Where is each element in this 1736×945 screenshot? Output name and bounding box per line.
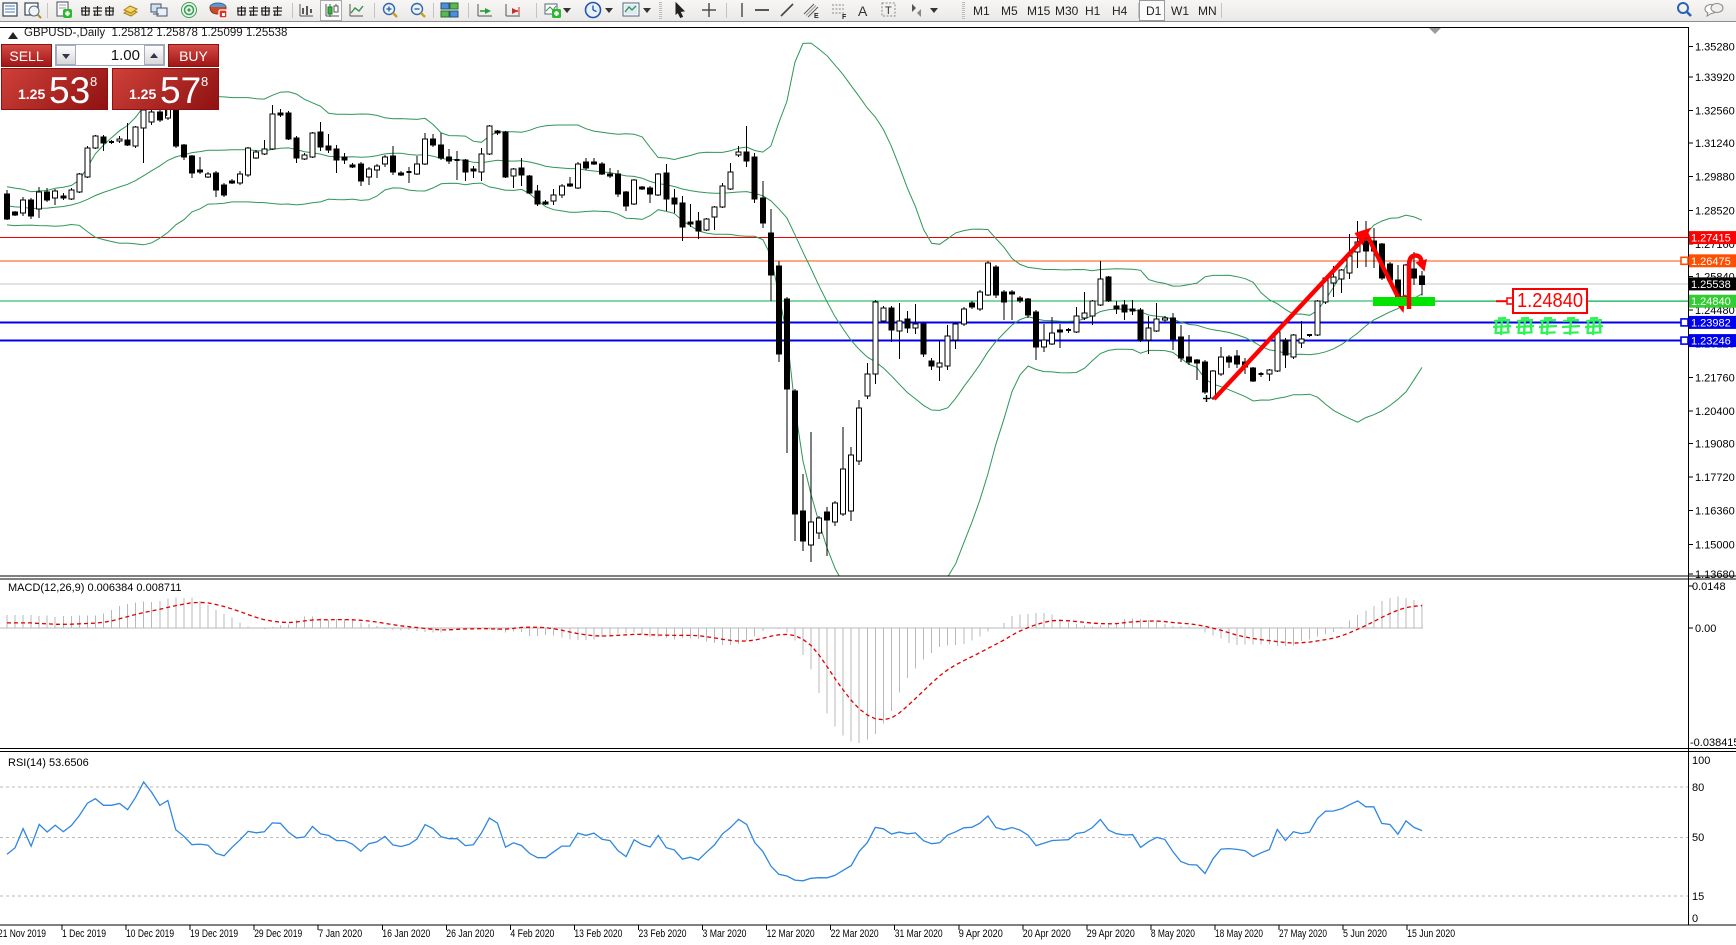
svg-text:1.17720: 1.17720 bbox=[1695, 472, 1735, 484]
svg-text:1.23982: 1.23982 bbox=[1691, 317, 1731, 329]
svg-text:26 Jan 2020: 26 Jan 2020 bbox=[446, 928, 494, 940]
svg-text:21 Nov 2019: 21 Nov 2019 bbox=[0, 928, 46, 940]
svg-text:T: T bbox=[885, 5, 892, 17]
svg-text:50: 50 bbox=[1692, 832, 1704, 844]
svg-text:1.29880: 1.29880 bbox=[1695, 172, 1735, 184]
svg-text:80: 80 bbox=[1692, 782, 1704, 794]
svg-text:29 Dec 2019: 29 Dec 2019 bbox=[254, 928, 302, 940]
svg-text:22 Mar 2020: 22 Mar 2020 bbox=[831, 928, 879, 940]
svg-text:15: 15 bbox=[1692, 891, 1704, 903]
svg-text:1.13680: 1.13680 bbox=[1695, 569, 1735, 581]
svg-text:12 Mar 2020: 12 Mar 2020 bbox=[767, 928, 815, 940]
svg-text:1.15000: 1.15000 bbox=[1695, 539, 1735, 551]
svg-text:T: T bbox=[163, 105, 171, 119]
svg-text:F: F bbox=[842, 14, 847, 21]
svg-text:1.32560: 1.32560 bbox=[1695, 106, 1735, 118]
svg-text:1.23246: 1.23246 bbox=[1691, 336, 1731, 348]
svg-text:18 May 2020: 18 May 2020 bbox=[1215, 928, 1263, 940]
svg-text:1.21760: 1.21760 bbox=[1695, 372, 1735, 384]
svg-text:0: 0 bbox=[1692, 913, 1698, 925]
svg-text:10 Dec 2019: 10 Dec 2019 bbox=[126, 928, 174, 940]
svg-text:1.16360: 1.16360 bbox=[1695, 506, 1735, 518]
svg-text:-0.038415: -0.038415 bbox=[1690, 737, 1736, 749]
svg-text:1 Dec 2019: 1 Dec 2019 bbox=[62, 928, 106, 940]
svg-text:1.24480: 1.24480 bbox=[1695, 305, 1735, 317]
svg-text:20 Apr 2020: 20 Apr 2020 bbox=[1023, 928, 1071, 940]
svg-text:19 Dec 2019: 19 Dec 2019 bbox=[190, 928, 238, 940]
svg-text:27 May 2020: 27 May 2020 bbox=[1279, 928, 1327, 940]
svg-text:1.31240: 1.31240 bbox=[1695, 138, 1735, 150]
svg-text:1.25538: 1.25538 bbox=[1691, 279, 1731, 291]
svg-text:7 Jan 2020: 7 Jan 2020 bbox=[318, 928, 362, 940]
svg-text:1.19080: 1.19080 bbox=[1695, 439, 1735, 451]
svg-text:1.24840: 1.24840 bbox=[1691, 296, 1731, 308]
svg-text:0.00: 0.00 bbox=[1695, 623, 1716, 635]
svg-text:15 Jun 2020: 15 Jun 2020 bbox=[1407, 928, 1455, 940]
svg-text:E: E bbox=[814, 13, 819, 20]
svg-text:8 May 2020: 8 May 2020 bbox=[1151, 928, 1195, 940]
svg-text:29 Apr 2020: 29 Apr 2020 bbox=[1087, 928, 1135, 940]
svg-text:13 Feb 2020: 13 Feb 2020 bbox=[574, 928, 622, 940]
svg-text:0.0148: 0.0148 bbox=[1692, 581, 1726, 593]
svg-text:4 Feb 2020: 4 Feb 2020 bbox=[510, 928, 554, 940]
svg-text:31 Mar 2020: 31 Mar 2020 bbox=[895, 928, 943, 940]
svg-text:3 Mar 2020: 3 Mar 2020 bbox=[703, 928, 747, 940]
svg-text:9 Apr 2020: 9 Apr 2020 bbox=[959, 928, 1003, 940]
svg-text:1.24840: 1.24840 bbox=[1517, 290, 1583, 312]
svg-text:16 Jan 2020: 16 Jan 2020 bbox=[382, 928, 430, 940]
svg-text:1.33920: 1.33920 bbox=[1695, 72, 1735, 84]
svg-text:1.35280: 1.35280 bbox=[1695, 42, 1735, 54]
svg-text:1.20400: 1.20400 bbox=[1695, 406, 1735, 418]
svg-text:100: 100 bbox=[1692, 755, 1710, 767]
svg-text:1.26475: 1.26475 bbox=[1691, 256, 1731, 268]
svg-text:MACD(12,26,9) 0.006384 0.00871: MACD(12,26,9) 0.006384 0.008711 bbox=[8, 582, 181, 594]
svg-text:23 Feb 2020: 23 Feb 2020 bbox=[639, 928, 687, 940]
svg-text:1.28520: 1.28520 bbox=[1695, 205, 1735, 217]
svg-text:1.27415: 1.27415 bbox=[1691, 233, 1731, 245]
svg-text:5 Jun 2020: 5 Jun 2020 bbox=[1343, 928, 1387, 940]
svg-text:RSI(14) 53.6506: RSI(14) 53.6506 bbox=[8, 757, 89, 769]
